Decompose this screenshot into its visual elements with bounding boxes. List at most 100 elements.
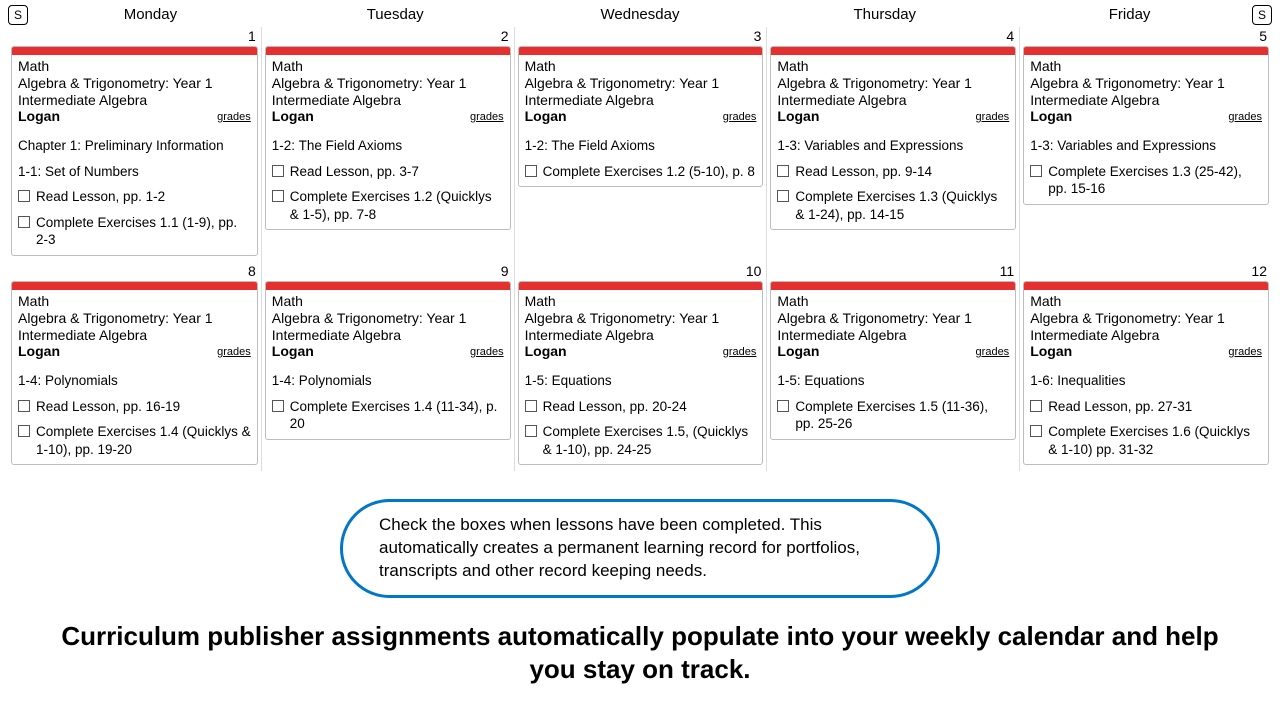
task-row: Complete Exercises 1.5, (Quicklys & 1-10… [525, 423, 757, 458]
task-checkbox[interactable] [1030, 400, 1042, 412]
grades-link[interactable]: grades [723, 346, 757, 358]
calendar-cell: 2MathAlgebra & Trigonometry: Year 1 Inte… [261, 27, 514, 262]
student-name: Logan [525, 108, 757, 125]
calendar-grid: 1MathAlgebra & Trigonometry: Year 1 Inte… [0, 27, 1280, 471]
section-title: 1-4: Polynomials [272, 372, 504, 390]
section-title: Chapter 1: Preliminary Information [18, 137, 251, 155]
day-number: 11 [770, 262, 1016, 281]
card-accent-bar [12, 47, 257, 55]
day-header: Friday [1007, 4, 1252, 25]
student-name: Logan [1030, 108, 1262, 125]
next-week-button[interactable]: S [1252, 5, 1272, 25]
task-text: Complete Exercises 1.3 (25-42), pp. 15-1… [1048, 163, 1262, 198]
card-body: MathAlgebra & Trigonometry: Year 1 Inter… [266, 290, 510, 439]
calendar-cell: 1MathAlgebra & Trigonometry: Year 1 Inte… [8, 27, 261, 262]
task-text: Read Lesson, pp. 16-19 [36, 398, 180, 416]
calendar-cell: 5MathAlgebra & Trigonometry: Year 1 Inte… [1019, 27, 1272, 262]
day-number: 3 [518, 27, 764, 46]
course-label: Algebra & Trigonometry: Year 1 Intermedi… [18, 310, 251, 344]
card-accent-bar [519, 282, 763, 290]
card-body: MathAlgebra & Trigonometry: Year 1 Inter… [12, 290, 257, 464]
day-header: Thursday [762, 4, 1007, 25]
grades-link[interactable]: grades [217, 346, 251, 358]
card-body: MathAlgebra & Trigonometry: Year 1 Inter… [771, 290, 1015, 439]
task-text: Complete Exercises 1.6 (Quicklys & 1-10)… [1048, 423, 1262, 458]
section-title: 1-6: Inequalities [1030, 372, 1262, 390]
task-text: Complete Exercises 1.5, (Quicklys & 1-10… [543, 423, 757, 458]
task-text: Complete Exercises 1.2 (Quicklys & 1-5),… [290, 188, 504, 223]
grades-link[interactable]: grades [470, 346, 504, 358]
subject-label: Math [525, 58, 757, 75]
day-number: 5 [1023, 27, 1269, 46]
task-checkbox[interactable] [272, 400, 284, 412]
task-row: Complete Exercises 1.4 (Quicklys & 1-10)… [18, 423, 251, 458]
grades-link[interactable]: grades [976, 111, 1010, 123]
course-label: Algebra & Trigonometry: Year 1 Intermedi… [525, 310, 757, 344]
task-checkbox[interactable] [525, 400, 537, 412]
task-row: Read Lesson, pp. 20-24 [525, 398, 757, 416]
day-number: 10 [518, 262, 764, 281]
task-checkbox[interactable] [777, 400, 789, 412]
card-accent-bar [266, 47, 510, 55]
assignment-card: MathAlgebra & Trigonometry: Year 1 Inter… [11, 46, 258, 256]
day-header: Monday [28, 4, 273, 25]
subject-label: Math [525, 293, 757, 310]
task-checkbox[interactable] [18, 400, 30, 412]
student-name: Logan [1030, 343, 1262, 360]
task-row: Complete Exercises 1.2 (5-10), p. 8 [525, 163, 757, 181]
task-checkbox[interactable] [777, 165, 789, 177]
calendar-cell: 4 MathAlgebra & Trigonometry: Year 1 Inte… [766, 27, 1019, 262]
task-checkbox[interactable] [777, 190, 789, 202]
task-text: Read Lesson, pp. 27-31 [1048, 398, 1192, 416]
task-row: Complete Exercises 1.1 (1-9), pp. 2-3 [18, 214, 251, 249]
subject-label: Math [18, 58, 251, 75]
task-text: Complete Exercises 1.1 (1-9), pp. 2-3 [36, 214, 251, 249]
course-label: Algebra & Trigonometry: Year 1 Intermedi… [777, 310, 1009, 344]
grades-link[interactable]: grades [976, 346, 1010, 358]
task-checkbox[interactable] [525, 165, 537, 177]
task-text: Complete Exercises 1.4 (Quicklys & 1-10)… [36, 423, 251, 458]
card-accent-bar [12, 282, 257, 290]
card-accent-bar [1024, 47, 1268, 55]
calendar-cell: 3MathAlgebra & Trigonometry: Year 1 Inte… [514, 27, 767, 262]
task-row: Read Lesson, pp. 9-14 [777, 163, 1009, 181]
task-row: Read Lesson, pp. 16-19 [18, 398, 251, 416]
card-accent-bar [1024, 282, 1268, 290]
course-label: Algebra & Trigonometry: Year 1 Intermedi… [777, 75, 1009, 109]
assignment-card: MathAlgebra & Trigonometry: Year 1 Inter… [518, 46, 764, 187]
task-text: Complete Exercises 1.3 (Quicklys & 1-24)… [795, 188, 1009, 223]
task-checkbox[interactable] [18, 190, 30, 202]
task-checkbox[interactable] [1030, 425, 1042, 437]
task-checkbox[interactable] [272, 190, 284, 202]
calendar-cell: 12MathAlgebra & Trigonometry: Year 1 Int… [1019, 262, 1272, 471]
grades-link[interactable]: grades [470, 111, 504, 123]
grades-link[interactable]: grades [1228, 111, 1262, 123]
card-accent-bar [771, 282, 1015, 290]
card-body: MathAlgebra & Trigonometry: Year 1 Inter… [771, 55, 1015, 229]
task-checkbox[interactable] [18, 425, 30, 437]
grades-link[interactable]: grades [1228, 346, 1262, 358]
day-number: 4 [770, 27, 1016, 46]
task-row: Read Lesson, pp. 27-31 [1030, 398, 1262, 416]
card-accent-bar [771, 47, 1015, 55]
task-checkbox[interactable] [18, 216, 30, 228]
callout-wrap: Check the boxes when lessons have been c… [0, 499, 1280, 598]
calendar-header: S Monday Tuesday Wednesday Thursday Frid… [0, 0, 1280, 27]
prev-week-button[interactable]: S [8, 5, 28, 25]
assignment-card: MathAlgebra & Trigonometry: Year 1 Inter… [518, 281, 764, 465]
card-body: MathAlgebra & Trigonometry: Year 1 Inter… [266, 55, 510, 229]
task-text: Complete Exercises 1.2 (5-10), p. 8 [543, 163, 755, 181]
assignment-card: MathAlgebra & Trigonometry: Year 1 Inter… [770, 281, 1016, 440]
task-checkbox[interactable] [272, 165, 284, 177]
task-row: Read Lesson, pp. 1-2 [18, 188, 251, 206]
grades-link[interactable]: grades [217, 111, 251, 123]
callout-bubble: Check the boxes when lessons have been c… [340, 499, 940, 598]
section-title: 1-1: Set of Numbers [18, 163, 251, 181]
task-checkbox[interactable] [1030, 165, 1042, 177]
task-checkbox[interactable] [525, 425, 537, 437]
student-name: Logan [272, 108, 504, 125]
section-title: 1-2: The Field Axioms [272, 137, 504, 155]
subject-label: Math [1030, 58, 1262, 75]
day-headers: Monday Tuesday Wednesday Thursday Friday [28, 4, 1252, 25]
grades-link[interactable]: grades [723, 111, 757, 123]
